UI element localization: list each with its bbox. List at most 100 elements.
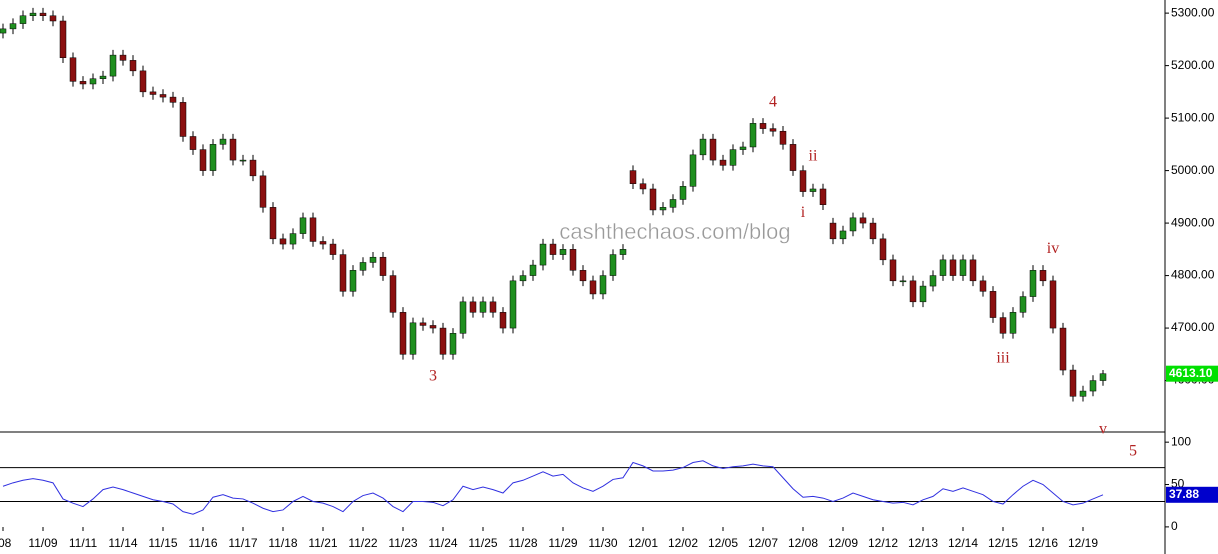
candle-body (619, 249, 627, 255)
candle-body (999, 317, 1007, 334)
candle-body (399, 312, 407, 355)
candle-body (479, 301, 487, 313)
candle-body (899, 280, 907, 283)
x-tick-label: 11/16 (188, 536, 217, 550)
candle-body (629, 170, 637, 184)
candle-body (879, 238, 887, 261)
x-tick-label: 12/15 (988, 536, 1018, 550)
x-tick-label: 12/09 (828, 536, 858, 550)
candle-body (499, 312, 507, 329)
candle-body (139, 70, 147, 93)
candle-body (859, 217, 867, 224)
candle-body (159, 94, 167, 98)
candle-body (819, 188, 827, 205)
candle-body (279, 238, 287, 245)
candle-body (539, 243, 547, 266)
candle-body (89, 78, 97, 85)
wave-label: 3 (429, 368, 437, 385)
wave-label: i (801, 204, 806, 221)
candle-body (789, 144, 797, 171)
candle-body (1059, 327, 1067, 371)
candle-body (829, 222, 837, 240)
candle-body (289, 233, 297, 245)
candle-body (599, 275, 607, 295)
candle-body (0, 28, 7, 34)
last-value-box (1166, 486, 1218, 503)
candle-body (1079, 390, 1087, 397)
candle-body (99, 75, 107, 79)
candle-body (129, 60, 137, 72)
candle-body (579, 270, 587, 282)
candle-body (459, 301, 467, 334)
candle-body (39, 12, 47, 16)
candle-body (239, 159, 247, 162)
candle-body (179, 102, 187, 137)
candle-body (229, 138, 237, 161)
candle-body (339, 254, 347, 292)
rsi-line (2, 460, 1104, 515)
candle-body (1029, 270, 1037, 297)
candle-body (929, 275, 937, 287)
candle-body (779, 130, 787, 145)
candle-body (219, 138, 227, 145)
x-tick-label: 11/29 (548, 536, 577, 550)
candle-body (719, 159, 727, 166)
last-price-label: 4613.10 (1169, 366, 1213, 380)
candle-body (839, 230, 847, 240)
wave-label: iii (996, 350, 1010, 367)
candle-body (259, 175, 267, 208)
candle-body (429, 325, 437, 329)
candle-body (9, 23, 17, 30)
candle-body (1089, 380, 1097, 392)
candle-body (749, 123, 757, 148)
x-tick-label: 11/18 (268, 536, 297, 550)
candle-body (799, 170, 807, 192)
candle-body (699, 138, 707, 156)
candle-body (1009, 312, 1017, 334)
candle-body (759, 123, 767, 129)
candle-body (199, 149, 207, 171)
candle-body (589, 280, 597, 295)
candle-body (989, 291, 997, 318)
candle-body (889, 259, 897, 282)
x-tick-label: 11/11 (69, 536, 98, 550)
x-tick-label: 11/25 (468, 536, 497, 550)
candle-body (559, 249, 567, 255)
candle-body (1039, 270, 1047, 282)
candle-body (299, 217, 307, 234)
candle-body (369, 256, 377, 263)
candle-body (469, 301, 477, 313)
candle-body (909, 280, 917, 303)
candle-body (269, 207, 277, 240)
candle-body (569, 249, 577, 271)
x-tick-label: 12/16 (1028, 536, 1058, 550)
candle-body (729, 149, 737, 166)
y-tick-label: 5300.00 (1171, 5, 1215, 19)
candle-body (189, 136, 197, 150)
x-tick-label: 11/15 (148, 536, 177, 550)
candle-body (109, 54, 117, 77)
candle-body (669, 199, 677, 208)
candle-body (659, 207, 667, 211)
candle-body (939, 259, 947, 276)
wave-label: 5 (1129, 443, 1137, 460)
candle-body (309, 217, 317, 242)
candle-body (79, 81, 87, 85)
candle-body (609, 254, 617, 276)
candle-body (409, 322, 417, 355)
y-tick-label: 100 (1171, 434, 1191, 448)
last-price-box (1166, 365, 1218, 382)
candle-body (69, 57, 77, 82)
x-tick-label: 11/09 (28, 536, 57, 550)
x-tick-label: 11/30 (588, 536, 617, 550)
candle-body (649, 188, 657, 211)
candle-body (689, 154, 697, 187)
candle-body (319, 241, 327, 245)
watermark: cashthechaos.com/blog (559, 219, 790, 244)
candle-body (519, 275, 527, 282)
wave-label: 4 (769, 94, 777, 111)
candle-body (849, 217, 857, 232)
x-tick-label: 12/05 (708, 536, 738, 550)
x-tick-label: 11/22 (348, 536, 377, 550)
